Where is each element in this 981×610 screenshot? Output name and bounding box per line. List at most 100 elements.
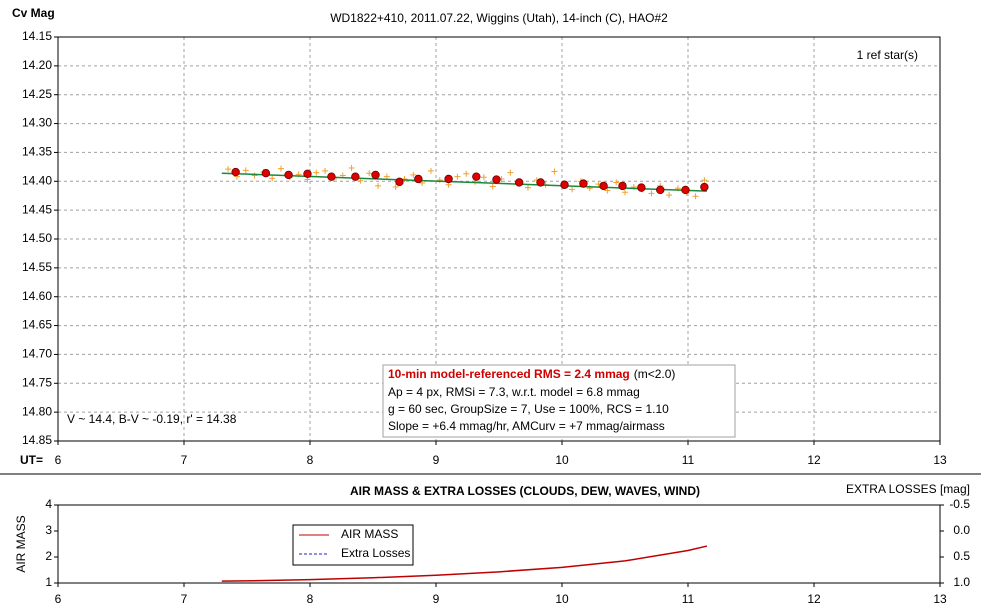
group-point — [414, 174, 423, 184]
y-tick-label: 14.85 — [22, 433, 52, 447]
group-point — [371, 170, 380, 180]
x-tick-label: 10 — [555, 592, 569, 606]
data-point — [251, 172, 258, 179]
group-point — [261, 169, 271, 178]
group-point — [618, 181, 627, 191]
data-point — [569, 186, 576, 193]
plot-frame — [57, 36, 941, 442]
legend-box — [292, 524, 414, 566]
chart-title: WD1822+410, 2011.07.22, Wiggins (Utah), … — [330, 11, 668, 25]
y-tick-label: 14.80 — [22, 404, 52, 418]
x-tick-label: 6 — [55, 592, 62, 606]
group-point — [492, 175, 501, 184]
magnitude-chart: WD1822+410, 2011.07.22, Wiggins (Utah), … — [12, 6, 947, 467]
plot-frame — [57, 504, 941, 584]
x-tick-label: 9 — [433, 453, 440, 467]
group-point — [656, 185, 665, 195]
y-tick-label: 14.70 — [22, 347, 52, 361]
group-point — [536, 178, 545, 187]
info-headline-text: 10-min model-referenced RMS = 2.4 mmag — [388, 367, 630, 381]
y-tick-label: 14.25 — [22, 87, 52, 101]
chart-title: AIR MASS & EXTRA LOSSES (CLOUDS, DEW, WA… — [350, 484, 700, 498]
data-point — [375, 182, 382, 189]
series-line — [221, 545, 708, 582]
group-point — [599, 181, 608, 191]
y2-tick-label: -0.5 — [949, 497, 970, 511]
data-point — [489, 183, 496, 190]
data-point — [436, 177, 443, 184]
data-point — [622, 189, 628, 196]
group-point — [303, 169, 312, 178]
group-point — [637, 183, 646, 192]
data-point — [648, 190, 655, 197]
data-point — [348, 165, 355, 172]
data-point — [454, 173, 461, 180]
info-line: Ap = 4 px, RMSi = 7.3, w.r.t. model = 6.… — [388, 385, 640, 399]
x-tick-label: 10 — [555, 453, 569, 467]
data-point — [604, 187, 611, 194]
x-tick-label: 12 — [807, 592, 821, 606]
y2-tick-label: 1.0 — [953, 575, 970, 589]
x-tick-label: 7 — [181, 592, 188, 606]
y-tick-label: 14.75 — [22, 375, 52, 389]
group-point — [681, 185, 690, 195]
data-point — [366, 170, 373, 177]
info-headline-note: (m<2.0) — [634, 367, 676, 381]
annotation: V ~ 14.4, B-V ~ -0.19, r' = 14.38 — [67, 412, 237, 426]
y-tick-label: 3 — [45, 523, 52, 537]
data-point — [410, 171, 417, 178]
y-tick-label: 14.20 — [22, 58, 52, 72]
data-point — [278, 165, 285, 172]
y-tick-label: 14.45 — [22, 202, 52, 216]
info-line: Slope = +6.4 mmag/hr, AMCurv = +7 mmag/a… — [388, 419, 665, 433]
airmass-chart: AIR MASS & EXTRA LOSSES (CLOUDS, DEW, WA… — [14, 482, 970, 606]
group-point — [351, 172, 360, 181]
y-axis-label: Cv Mag — [12, 6, 55, 20]
y2-axis-label: EXTRA LOSSES [mag] — [846, 482, 970, 496]
y-tick-label: 14.55 — [22, 260, 52, 274]
y-tick-label: 14.40 — [22, 173, 52, 187]
group-point — [560, 180, 569, 189]
y-tick-label: 1 — [45, 575, 52, 589]
y2-tick-label: 0.5 — [953, 549, 970, 563]
annotation: 1 ref star(s) — [857, 48, 918, 62]
group-point — [284, 170, 293, 180]
group-point — [579, 179, 588, 188]
x-tick-label: 13 — [933, 453, 947, 467]
data-point — [225, 166, 232, 173]
info-box — [382, 364, 736, 438]
data-point — [551, 168, 558, 175]
info-line: g = 60 sec, GroupSize = 7, Use = 100%, R… — [388, 402, 669, 416]
x-tick-label: 8 — [307, 453, 314, 467]
group-point — [395, 177, 404, 187]
data-point — [463, 170, 470, 177]
group-point — [231, 167, 240, 177]
group-point — [700, 182, 709, 192]
data-point — [242, 167, 249, 174]
y-tick-label: 14.30 — [22, 116, 52, 130]
group-point — [327, 172, 336, 181]
y2-tick-label: 0.0 — [953, 523, 970, 537]
x-tick-label: 7 — [181, 453, 188, 467]
info-headline: 10-min model-referenced RMS = 2.4 mmag (m… — [388, 367, 675, 381]
x-tick-label: 12 — [807, 453, 821, 467]
x-tick-label: 9 — [433, 592, 440, 606]
x-tick-label: 11 — [682, 453, 695, 467]
legend-label: Extra Losses — [341, 546, 410, 560]
y-tick-label: 14.50 — [22, 231, 52, 245]
group-point — [444, 174, 453, 184]
x-axis-label: UT= — [20, 453, 43, 467]
y-axis-label: AIR MASS — [14, 515, 28, 572]
x-tick-label: 13 — [933, 592, 947, 606]
x-tick-label: 11 — [682, 592, 695, 606]
data-point — [322, 167, 329, 174]
y-tick-label: 14.60 — [22, 289, 52, 303]
data-point — [524, 184, 531, 191]
data-point — [701, 177, 708, 184]
data-point — [613, 179, 620, 186]
data-point — [313, 169, 320, 176]
data-point — [269, 175, 276, 182]
data-point — [666, 192, 673, 199]
